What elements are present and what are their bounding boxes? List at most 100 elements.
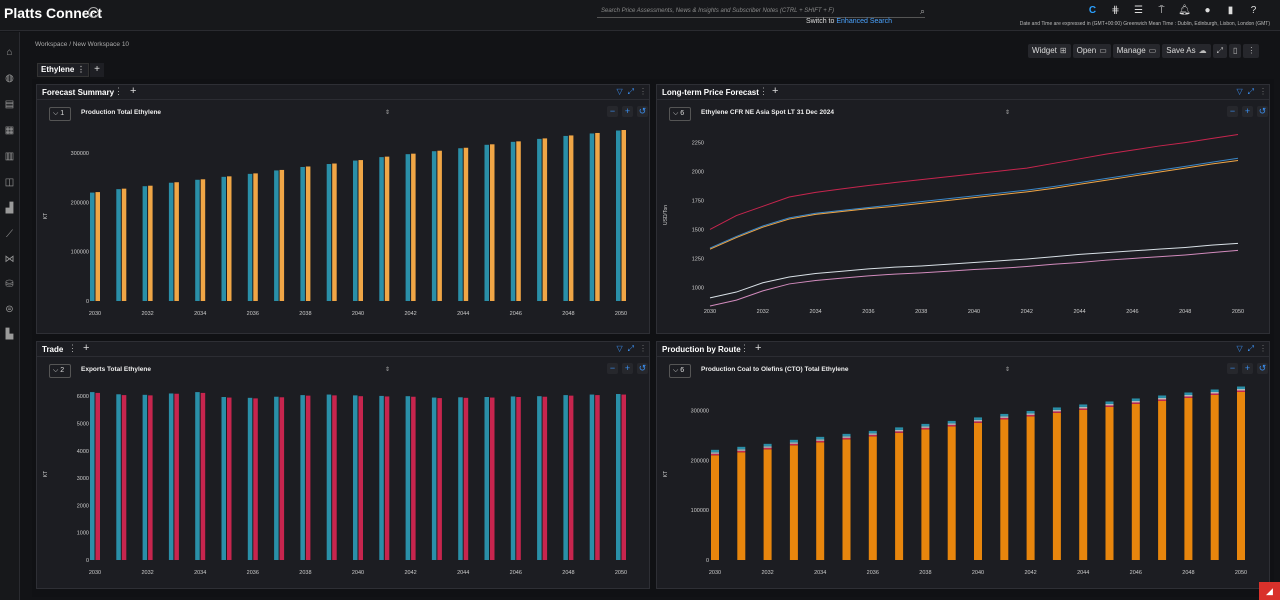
y-tick-label: 0 — [706, 558, 709, 564]
bar — [200, 179, 206, 301]
bar — [737, 446, 746, 450]
expand-icon[interactable]: ⤢ — [1247, 87, 1254, 96]
home-icon[interactable]: ⌂ — [6, 47, 13, 58]
news-icon[interactable]: ▦ — [4, 125, 15, 136]
add-tab-button[interactable]: + — [90, 63, 104, 77]
expand-icon[interactable]: ⤢ — [1247, 344, 1254, 353]
kebab-icon[interactable]: ⋮ — [740, 343, 749, 353]
search-icon[interactable]: ⌕ — [919, 6, 925, 16]
app-title[interactable]: Platts Connect — [4, 5, 103, 21]
bar — [332, 395, 337, 560]
zoom-in-button[interactable]: + — [622, 363, 633, 374]
bar — [1079, 404, 1088, 407]
add-series-button[interactable]: + — [755, 342, 762, 354]
save-as-button[interactable]: Save As ☁ — [1162, 44, 1211, 58]
tab-ethylene[interactable]: Ethylene ⋮ — [37, 63, 89, 77]
add-series-button[interactable]: + — [130, 85, 137, 97]
widget-long-term-price-forecast: Long-term Price Forecast ⋮ + ▽ ⤢ ⋮ ⌵ 6 Eth… — [656, 84, 1270, 334]
kebab-icon[interactable]: ⋮ — [114, 86, 123, 96]
kebab-icon[interactable]: ⋮ — [639, 344, 647, 353]
table-icon[interactable]: ▥ — [4, 151, 15, 162]
x-tick-label: 2038 — [919, 570, 931, 576]
add-series-button[interactable]: + — [83, 342, 90, 354]
filter-icon[interactable]: ▽ — [1236, 344, 1243, 353]
series-line — [709, 133, 1239, 230]
series-count-select[interactable]: ⌵ 1 — [49, 107, 71, 121]
kebab-icon[interactable]: ⋮ — [1259, 87, 1267, 96]
zoom-in-button[interactable]: + — [622, 106, 633, 117]
series-count-select[interactable]: ⌵ 6 — [669, 107, 691, 121]
bar — [1131, 403, 1140, 560]
sort-icon[interactable]: ⇕ — [1005, 367, 1011, 373]
report-icon[interactable]: ▙ — [5, 329, 14, 340]
series-line — [709, 242, 1239, 299]
sort-icon[interactable]: ⇕ — [385, 110, 391, 116]
zoom-out-button[interactable]: − — [607, 363, 618, 374]
bookmark-icon[interactable]: ▮ — [1227, 5, 1234, 16]
monitor-icon: ▭ — [1148, 46, 1157, 55]
x-tick-label: 2040 — [352, 570, 364, 576]
widget-title: Production by Route — [662, 345, 741, 354]
network-icon[interactable]: ⋈ — [4, 254, 15, 265]
zoom-in-button[interactable]: + — [1242, 106, 1253, 117]
zoom-out-button[interactable]: − — [1227, 363, 1238, 374]
document-icon[interactable]: ▤ — [4, 99, 15, 110]
reset-button[interactable]: ↺ — [1257, 106, 1268, 117]
zoom-in-button[interactable]: + — [1242, 363, 1253, 374]
zoom-out-button[interactable]: − — [607, 106, 618, 117]
y-tick-label: 6000 — [77, 394, 89, 400]
series-count-select[interactable]: ⌵ 6 — [669, 364, 691, 378]
bookmark-button[interactable]: ▯ — [1229, 44, 1242, 58]
list-icon[interactable]: ☰ — [1134, 5, 1143, 16]
bar-chart-icon[interactable]: ▟ — [5, 203, 14, 214]
expand-button[interactable]: ⤢ — [1212, 44, 1227, 58]
line-chart-icon[interactable]: ⟋ — [6, 229, 13, 240]
chart-long-term-price: USD/Ton 1000 1250 1500 1750 2000 2250 2030 2032 2… — [663, 133, 1244, 315]
feedback-badge[interactable]: ◢ — [1259, 582, 1280, 600]
enhanced-search-link[interactable]: Enhanced Search — [836, 18, 893, 25]
enhanced-search-switch[interactable]: Switch to Enhanced Search — [806, 18, 893, 25]
filter-icon[interactable]: ▽ — [616, 344, 623, 353]
kebab-icon[interactable]: ⋮ — [1259, 344, 1267, 353]
add-series-button[interactable]: + — [772, 85, 779, 97]
search-data-icon[interactable]: ⊜ — [5, 304, 14, 315]
kebab-icon[interactable]: ⋮ — [759, 86, 768, 96]
globe-icon[interactable]: ◍ — [5, 73, 14, 84]
user-icon[interactable]: ● — [1204, 5, 1211, 16]
open-button[interactable]: Open ▭ — [1072, 44, 1111, 58]
chevron-down-icon[interactable]: ⌄ — [88, 7, 99, 18]
more-button[interactable]: ⋮ — [1243, 44, 1260, 58]
filter-icon[interactable]: ▽ — [616, 87, 623, 96]
kebab-icon[interactable]: ⋮ — [639, 87, 647, 96]
kebab-icon[interactable]: ⋮ — [77, 65, 85, 74]
reset-button[interactable]: ↺ — [1257, 363, 1268, 374]
x-tick-label: 2044 — [457, 570, 469, 576]
widget-button[interactable]: Widget ⊞ — [1028, 44, 1071, 58]
help-icon[interactable]: ? — [1250, 5, 1257, 16]
database-icon[interactable]: ⛁ — [5, 279, 14, 290]
box-icon[interactable]: ◫ — [4, 177, 15, 188]
refresh-icon[interactable]: C — [1088, 5, 1097, 16]
bar — [1184, 392, 1193, 395]
reset-button[interactable]: ↺ — [637, 106, 648, 117]
sort-icon[interactable]: ⇕ — [1005, 110, 1011, 116]
reset-button[interactable]: ↺ — [637, 363, 648, 374]
series-count-select[interactable]: ⌵ 2 — [49, 364, 71, 378]
x-tick-label: 2032 — [141, 570, 153, 576]
manage-button[interactable]: Manage ▭ — [1112, 44, 1161, 58]
expand-icon[interactable]: ⤢ — [627, 344, 634, 353]
kebab-icon[interactable]: ⋮ — [68, 343, 77, 353]
sort-icon[interactable]: ⇕ — [385, 367, 391, 373]
signal-icon[interactable]: ⍑ — [1158, 5, 1165, 16]
y-tick-label: 2250 — [692, 141, 704, 147]
zoom-out-button[interactable]: − — [1227, 106, 1238, 117]
bell-icon[interactable]: 🔔︎ — [1178, 5, 1191, 16]
x-tick-label: 2036 — [247, 311, 259, 317]
filter-icon[interactable]: ▽ — [1236, 87, 1243, 96]
widget-controls: ▽ ⤢ ⋮ — [1236, 87, 1267, 97]
widget-controls: ▽ ⤢ ⋮ — [1236, 344, 1267, 354]
grid-icon[interactable]: ⋕ — [1111, 5, 1120, 16]
x-tick-label: 2050 — [615, 570, 627, 576]
search-input[interactable]: Search Price Assessments, News & Insight… — [597, 4, 925, 18]
expand-icon[interactable]: ⤢ — [627, 87, 634, 96]
